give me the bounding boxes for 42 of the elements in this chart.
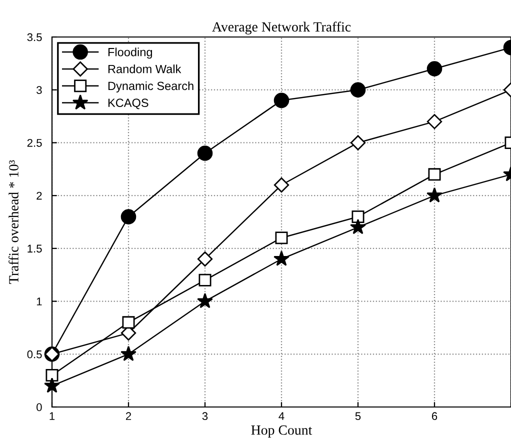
legend-label: KCAQS	[108, 98, 148, 110]
point	[274, 92, 290, 108]
point	[352, 210, 364, 223]
point	[46, 369, 58, 382]
point	[197, 146, 213, 161]
y-tick-label: 1.5	[28, 244, 42, 253]
point	[197, 251, 213, 267]
point	[44, 378, 60, 393]
point	[426, 61, 442, 76]
point	[350, 218, 366, 234]
x-tick-label: 1	[50, 412, 55, 420]
x-tick-label: 4	[278, 412, 284, 420]
point	[274, 250, 290, 266]
x-axis-title: Hop Count	[251, 425, 312, 438]
x-tick-label: 2	[126, 412, 132, 420]
y-tick-label: 2.5	[27, 138, 42, 147]
point	[426, 187, 442, 202]
x-tick-label: 5	[355, 412, 361, 420]
legend-label: Flooding	[108, 48, 152, 59]
y-axis-title: Traffic overhead * 10³	[8, 160, 18, 284]
point	[428, 168, 441, 181]
y-tick-label: 0	[36, 403, 42, 412]
x-tick-label: 6	[432, 412, 438, 420]
point	[198, 274, 212, 286]
point	[122, 316, 135, 329]
legend-label: Dynamic Search	[108, 81, 194, 92]
y-tick-label: 3.5	[27, 33, 42, 42]
point	[426, 114, 442, 130]
chart-title: Average Network Traffic	[212, 22, 351, 34]
x-tick-label: 3	[202, 412, 208, 420]
y-tick-label: 1	[36, 298, 42, 306]
y-tick-label: 0.5	[27, 350, 42, 358]
y-tick-label: 3	[36, 86, 42, 94]
point	[197, 292, 213, 308]
y-tick-label: 2	[36, 192, 42, 200]
point	[275, 232, 288, 244]
point	[350, 135, 366, 150]
point	[350, 82, 366, 98]
legend-label: Random Walk	[108, 64, 182, 74]
point	[274, 177, 290, 193]
point	[120, 346, 136, 362]
point	[120, 209, 136, 224]
